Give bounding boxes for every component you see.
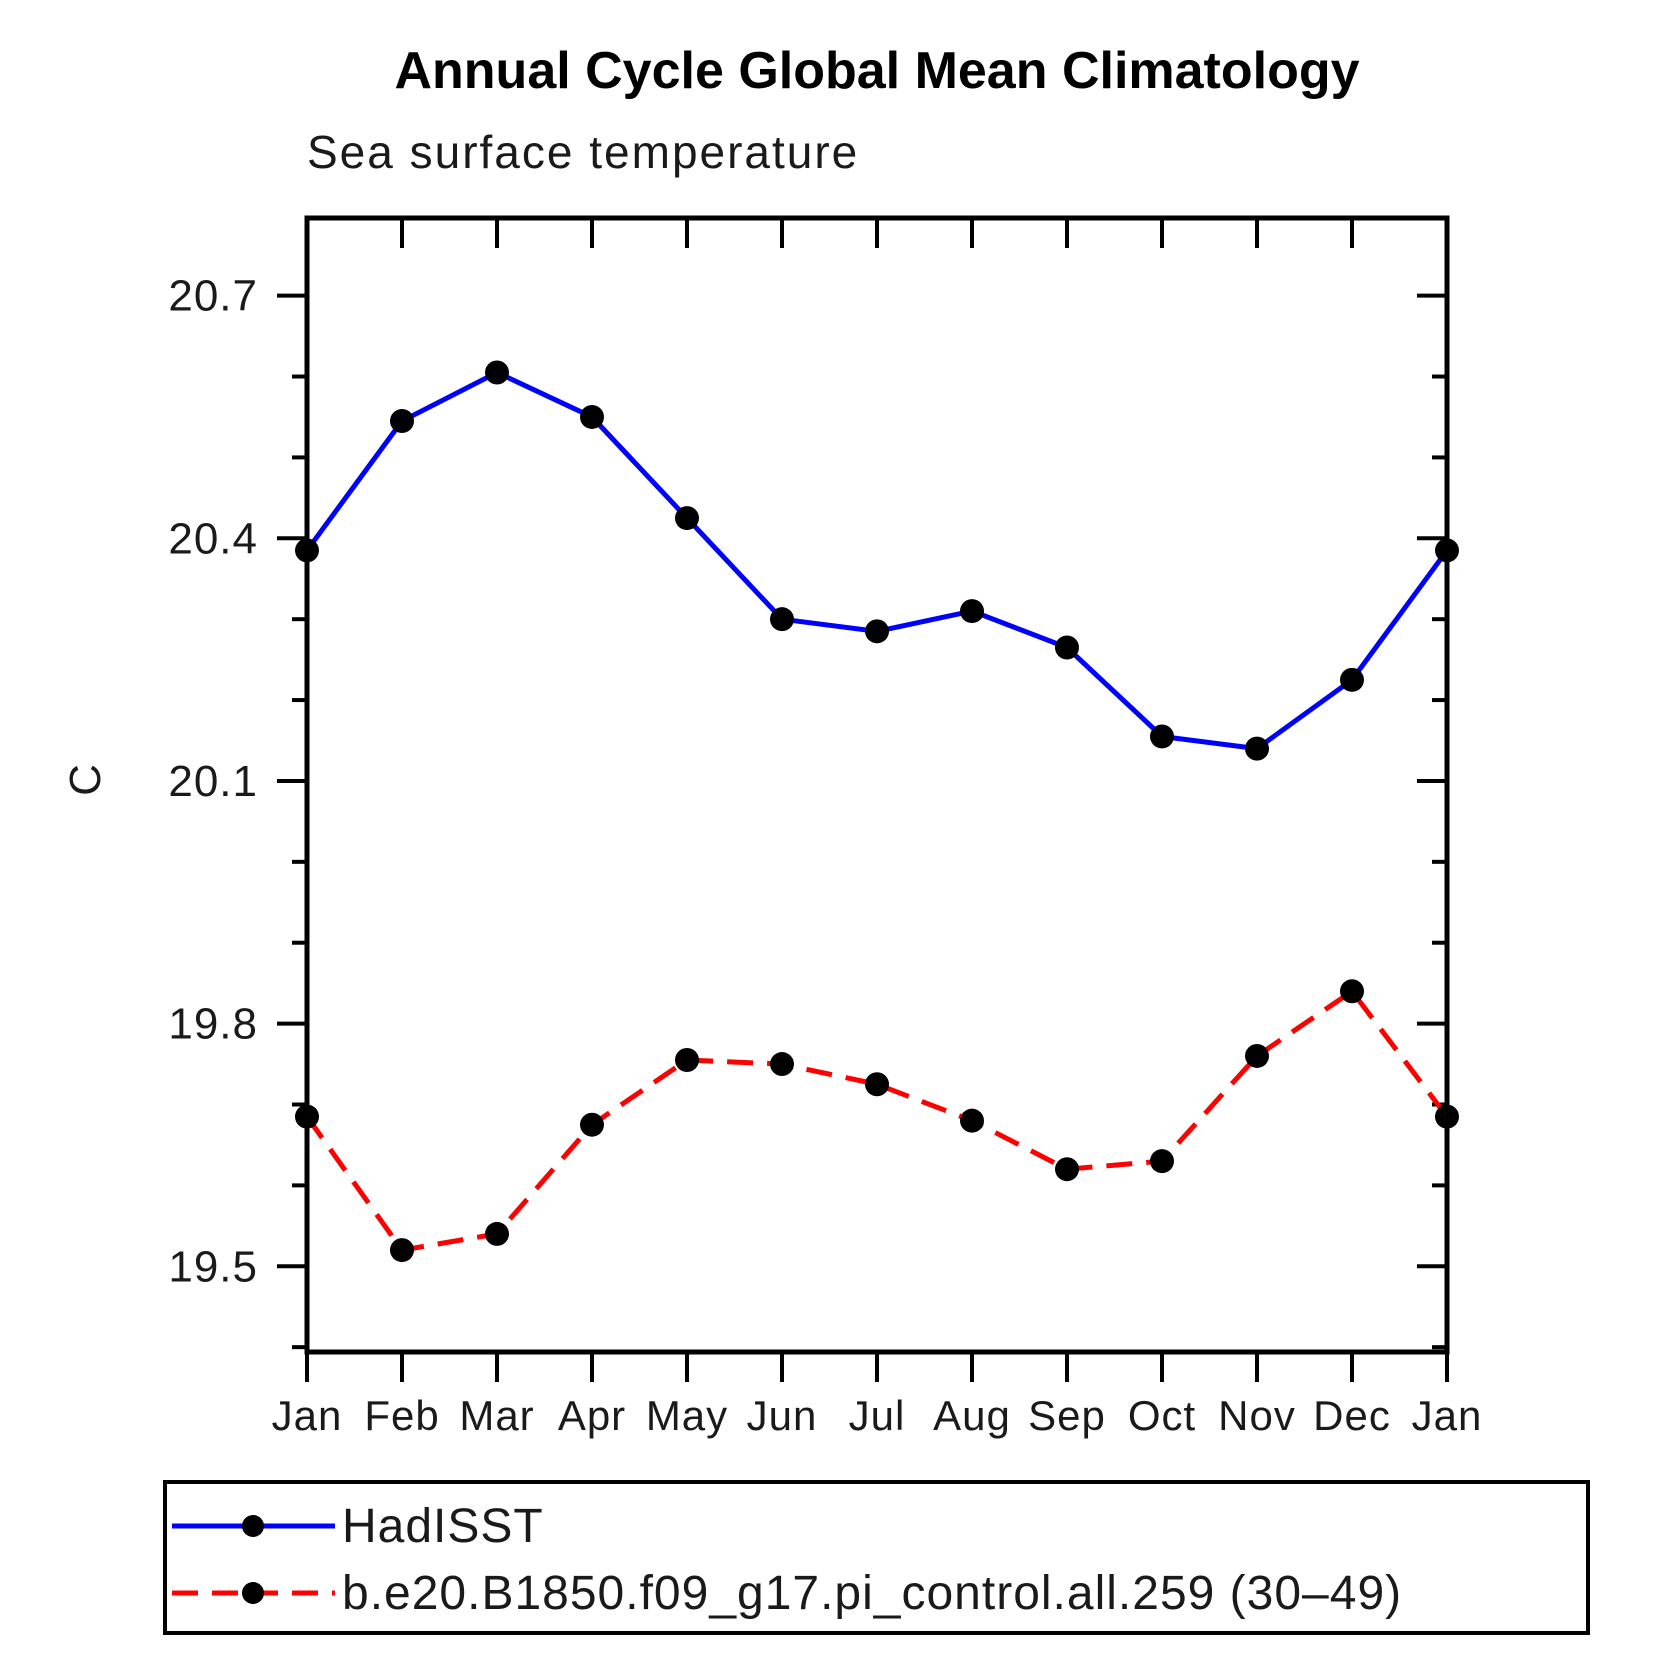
series-line-0 (304, 369, 1450, 752)
x-tick-label: Jun (747, 1392, 818, 1439)
x-tick-label: May (646, 1392, 728, 1439)
y-tick-label: 20.4 (168, 514, 258, 563)
y-tick-label: 20.7 (168, 272, 258, 321)
series-0-marker (770, 607, 794, 632)
x-tick-label: Mar (459, 1392, 534, 1439)
series-0-marker (865, 619, 889, 644)
plot-area: 19.5 19.8 20.1 20.4 20.7 Jan Feb Mar Apr May Jun Ju… (168, 215, 1483, 1439)
x-tick-label: Feb (364, 1392, 439, 1439)
x-tick-label: Jan (272, 1392, 343, 1439)
series-1-marker (1245, 1043, 1269, 1068)
x-tick-label: Sep (1028, 1392, 1106, 1439)
series-1-marker (390, 1238, 414, 1263)
legend-label-hadisst: HadISST (342, 1500, 544, 1553)
legend-key-marker-0 (242, 1515, 264, 1537)
series-0-marker (1055, 635, 1079, 660)
x-tick-label: Jul (849, 1392, 906, 1439)
series-0-marker (390, 409, 414, 434)
legend-box (163, 1480, 1590, 1635)
series-1-marker (1340, 979, 1364, 1004)
series-1-marker (865, 1072, 889, 1097)
series-0-marker (960, 599, 984, 624)
series-line-1 (304, 987, 1449, 1253)
y-tick-label: 19.5 (168, 1242, 258, 1291)
series-1-marker (770, 1052, 794, 1077)
x-tick-label: Oct (1128, 1392, 1196, 1439)
x-tick-label: Nov (1218, 1392, 1296, 1439)
legend-keys (172, 1515, 335, 1604)
plot-frame (304, 215, 1450, 1355)
series-1-marker (675, 1048, 699, 1073)
y-tick-label: 20.1 (168, 757, 258, 806)
series-1-marker (1150, 1149, 1174, 1174)
chart-subtitle: Sea surface temperature (307, 126, 859, 178)
series-0-marker (1435, 538, 1459, 563)
series-0-marker (1245, 736, 1269, 761)
chart-title: Annual Cycle Global Mean Climatology (394, 42, 1359, 100)
series-1-marker (1435, 1104, 1459, 1129)
series-1-marker (580, 1112, 604, 1137)
y-axis-label: C (61, 764, 110, 796)
series-0-marker (675, 506, 699, 531)
x-tick-label: Jan (1412, 1392, 1483, 1439)
series-1-marker (485, 1221, 509, 1246)
x-tick-label: Apr (558, 1392, 626, 1439)
legend: HadISST b.e20.B1850.f09_g17.pi_control.a… (163, 1480, 1590, 1635)
y-tick-label: 19.8 (168, 1000, 258, 1049)
series-0-marker (485, 360, 509, 385)
x-tick-label: Aug (933, 1392, 1011, 1439)
x-tick-label: Dec (1313, 1392, 1391, 1439)
series-0-marker (1340, 667, 1364, 692)
series-1-marker (295, 1104, 319, 1129)
series-0-marker (295, 538, 319, 563)
legend-key-marker-1 (242, 1582, 264, 1604)
legend-label-model: b.e20.B1850.f09_g17.pi_control.all.259 (… (342, 1567, 1402, 1620)
series-0-marker (1150, 724, 1174, 749)
series-0-marker (580, 404, 604, 429)
series-1-marker (1055, 1157, 1079, 1182)
series-1-marker (960, 1108, 984, 1133)
